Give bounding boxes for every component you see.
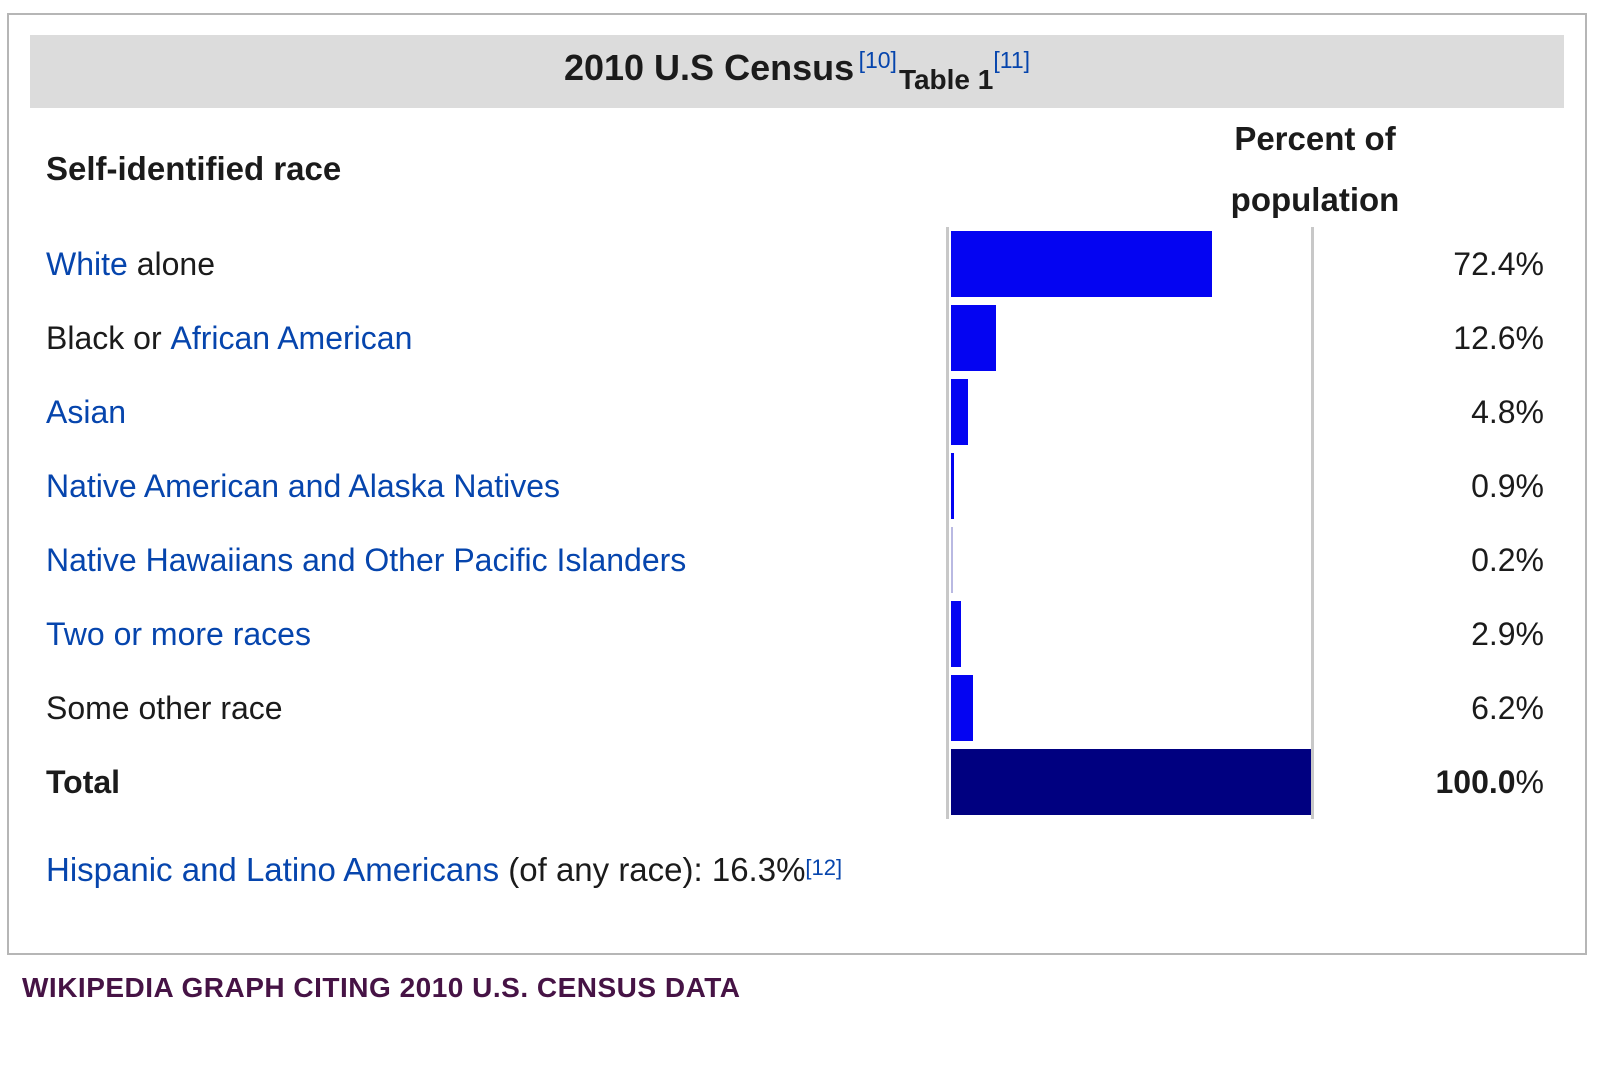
table-row: Total 100.0%: [30, 745, 1564, 819]
title-main: 2010 U.S Census: [563, 46, 855, 88]
percent-bar: [951, 379, 969, 445]
race-label: Native American and Alaska Natives: [30, 449, 946, 523]
percent-value: 72.4%: [1453, 245, 1544, 282]
race-label-text: alone: [127, 245, 215, 282]
race-label: Some other race: [30, 671, 946, 745]
title-citation-10[interactable]: [10]: [858, 46, 897, 73]
note-citation-12[interactable]: [12]: [805, 855, 843, 880]
percent-value: 0.9%: [1471, 467, 1544, 504]
percent-bar: [951, 305, 997, 371]
race-link[interactable]: White: [46, 245, 128, 282]
table-row: White alone 72.4%: [30, 227, 1564, 301]
race-link[interactable]: African American: [170, 319, 413, 356]
bar-cell: [946, 301, 1314, 375]
bar-cell: [946, 745, 1314, 819]
title-citation-11[interactable]: [11]: [993, 46, 1031, 73]
note-text: (of any race): 16.3%: [499, 851, 806, 888]
race-label: White alone: [30, 227, 946, 301]
race-column-header: Self-identified race: [46, 150, 342, 187]
percent-value: 12.6%: [1453, 319, 1544, 356]
race-link[interactable]: Asian: [46, 393, 127, 430]
race-link[interactable]: Native Hawaiians and Other Pacific Islan…: [46, 541, 687, 578]
percent-value: 0.2%: [1471, 541, 1544, 578]
column-header-row: Self-identified race Percent of populati…: [30, 108, 1564, 227]
race-label: Native Hawaiians and Other Pacific Islan…: [30, 523, 946, 597]
bar-cell: [946, 523, 1314, 597]
table-row: Asian 4.8%: [30, 375, 1564, 449]
percent-value: 6.2%: [1471, 689, 1544, 726]
race-label-text: Some other race: [46, 689, 283, 726]
percent-bar: [951, 527, 953, 593]
percent-bar: [951, 231, 1212, 297]
bar-cell: [946, 449, 1314, 523]
table-title-band: 2010 U.S Census [10]Table 1[11]: [30, 35, 1564, 108]
race-label: Total: [30, 745, 946, 819]
percent-column-header: Percent of population: [946, 108, 1564, 230]
bar-cell: [946, 375, 1314, 449]
percent-value: 4.8%: [1471, 393, 1544, 430]
bar-cell: [946, 671, 1314, 745]
percent-value: 100.0%: [1435, 763, 1544, 800]
table-row: Native American and Alaska Natives 0.9%: [30, 449, 1564, 523]
race-link[interactable]: Native American and Alaska Natives: [46, 467, 561, 504]
title-subtitle: Table 1: [898, 63, 994, 95]
race-link[interactable]: Two or more races: [46, 615, 311, 652]
hispanic-note: Hispanic and Latino Americans (of any ra…: [30, 835, 1564, 905]
percent-bar: [951, 675, 974, 741]
bar-cell: [946, 597, 1314, 671]
table-row: Black or African American 12.6%: [30, 301, 1564, 375]
table-title: 2010 U.S Census [10]Table 1[11]: [563, 46, 1031, 95]
percent-bar: [951, 601, 962, 667]
race-label: Black or African American: [30, 301, 946, 375]
table-row: Some other race 6.2%: [30, 671, 1564, 745]
percent-bar: [951, 749, 1311, 815]
race-label: Two or more races: [30, 597, 946, 671]
bar-cell: [946, 227, 1314, 301]
race-label-text: Total: [46, 763, 121, 800]
table-body: White alone 72.4% Black or African America…: [30, 227, 1564, 819]
race-label-text: Black or: [46, 319, 171, 356]
image-caption: WIKIPEDIA GRAPH CITING 2010 U.S. CENSUS …: [22, 972, 741, 1003]
table-row: Two or more races 2.9%: [30, 597, 1564, 671]
table-row: Native Hawaiians and Other Pacific Islan…: [30, 523, 1564, 597]
percent-header-line2: population: [1230, 181, 1400, 218]
percent-bar: [951, 453, 955, 519]
hispanic-link[interactable]: Hispanic and Latino Americans: [46, 851, 500, 888]
census-table: 2010 U.S Census [10]Table 1[11] Self-ide…: [7, 13, 1587, 955]
percent-header-line1: Percent of: [1234, 120, 1396, 157]
percent-value: 2.9%: [1471, 615, 1544, 652]
race-label: Asian: [30, 375, 946, 449]
